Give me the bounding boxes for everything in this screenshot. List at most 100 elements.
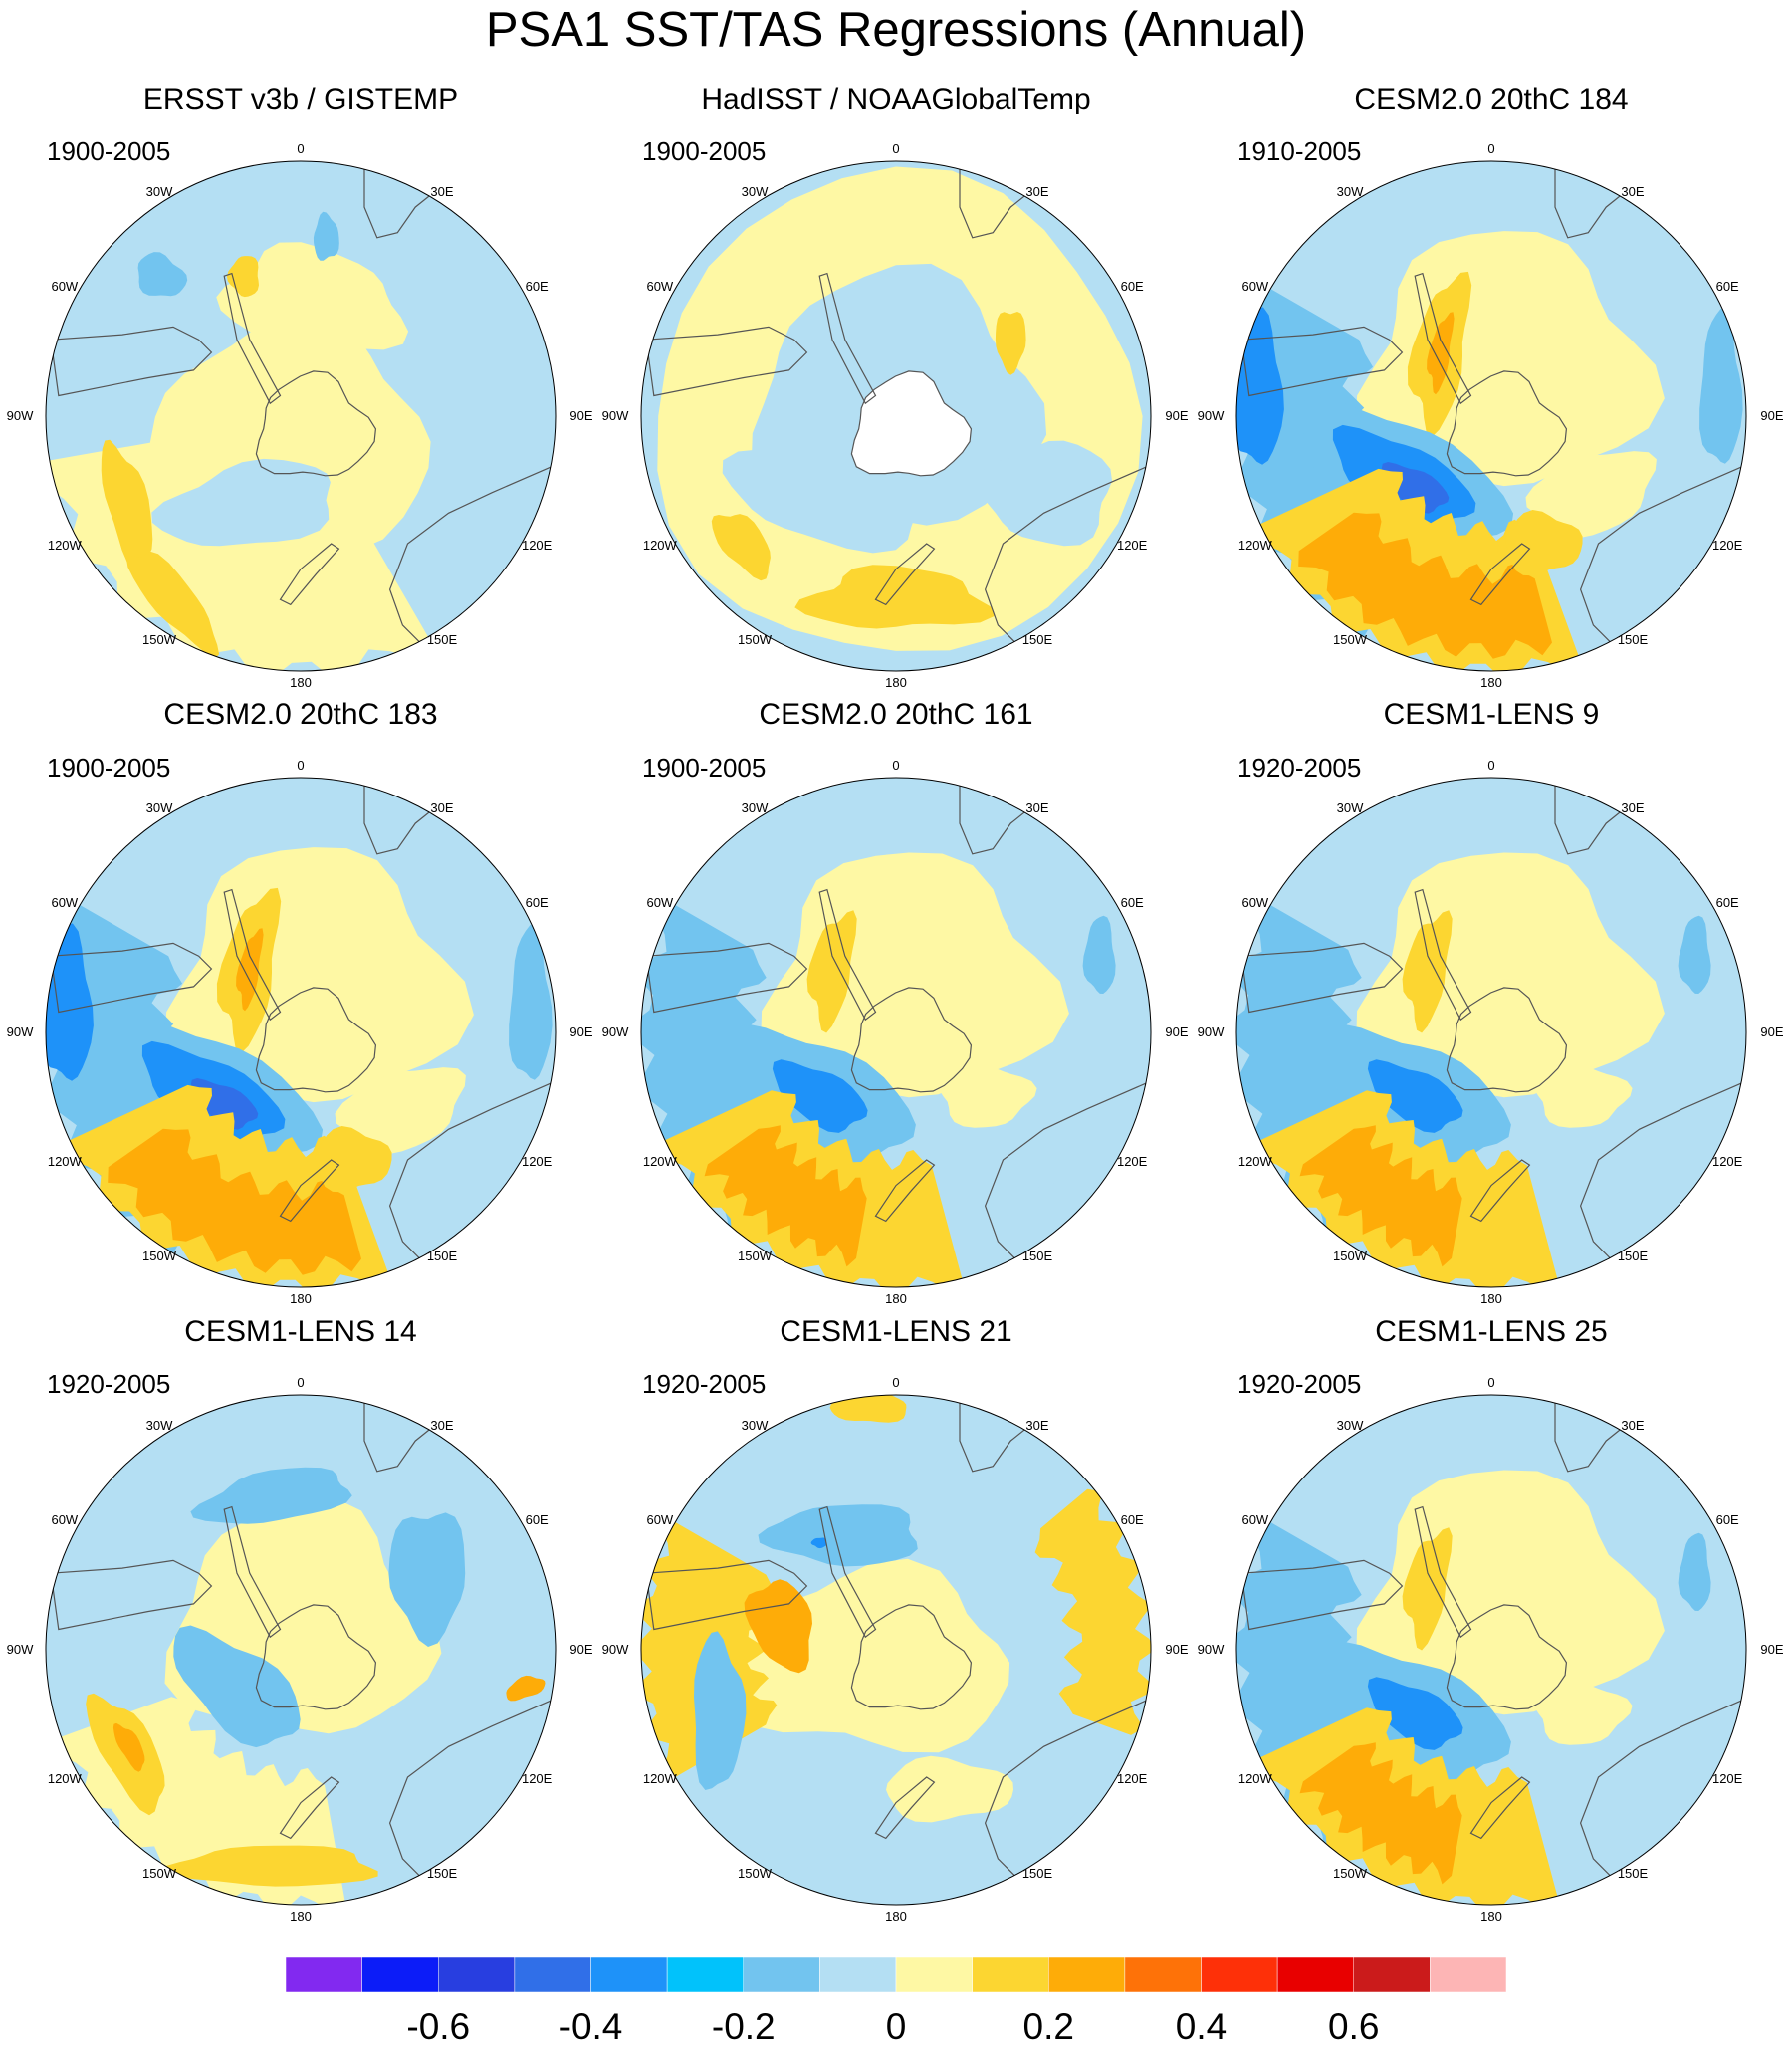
longitude-label: 60W — [646, 279, 674, 294]
contour-region — [806, 910, 857, 1033]
longitude-label: 90W — [6, 1024, 34, 1039]
panel-title: CESM1-LENS 14 — [184, 1315, 417, 1348]
longitude-label: 120W — [1237, 1154, 1272, 1169]
longitude-label: 90W — [6, 408, 34, 423]
colorbar-tick-label: 0.6 — [1328, 2006, 1380, 2047]
panel-title: CESM1-LENS 21 — [780, 1315, 1012, 1348]
longitude-label: 120E — [1116, 538, 1148, 553]
contour-region — [1545, 1696, 1700, 1807]
longitude-label: 30E — [1025, 799, 1049, 815]
longitude-label: 30E — [1025, 1417, 1049, 1433]
longitude-label: 0 — [892, 1375, 900, 1390]
longitude-label: 150E — [1021, 1866, 1053, 1882]
panel-period: 1910-2005 — [1237, 136, 1362, 166]
longitude-label: 0 — [297, 1375, 305, 1390]
map-border — [45, 160, 557, 672]
contour-region — [112, 1722, 145, 1772]
contour-region — [950, 1078, 1105, 1190]
coastline — [279, 1776, 340, 1840]
longitude-label: 150E — [426, 632, 458, 648]
coastline — [1414, 888, 1472, 1022]
longitude-label: 120E — [1711, 1154, 1743, 1169]
coastline — [850, 1604, 973, 1710]
panel-period: 1900-2005 — [47, 136, 171, 166]
longitude-label: 30W — [145, 1417, 173, 1433]
contour-region — [159, 1845, 378, 1887]
panel-title: CESM2.0 20thC 184 — [1354, 83, 1629, 115]
contour-region — [761, 852, 1069, 1098]
contour-region — [704, 1125, 867, 1267]
map-border — [1235, 160, 1747, 672]
longitude-label: 30W — [741, 183, 769, 199]
panel-title: ERSST v3b / GISTEMP — [142, 83, 459, 115]
longitude-label: 60W — [51, 279, 79, 294]
longitude-label: 60E — [525, 895, 549, 910]
longitude-label: 90E — [569, 1024, 593, 1039]
longitude-label: 30W — [1336, 1417, 1364, 1433]
polar-map — [640, 777, 1152, 1288]
panel-title: HadISST / NOAAGlobalTemp — [701, 83, 1091, 115]
longitude-label: 150W — [738, 1249, 772, 1264]
contour-region — [744, 1579, 812, 1674]
longitude-label: 60E — [1120, 1512, 1144, 1527]
longitude-label: 60E — [1120, 895, 1144, 910]
longitude-label: 90E — [1165, 1642, 1189, 1657]
contour-region — [758, 1504, 918, 1567]
contour-region — [1427, 312, 1455, 395]
contour-region — [1505, 510, 1583, 576]
contour-region — [1298, 512, 1552, 659]
longitude-label: 120W — [642, 1154, 677, 1169]
polar-map — [640, 1394, 1152, 1906]
longitude-label: 150E — [1617, 1866, 1649, 1882]
panel-period: 1900-2005 — [642, 136, 767, 166]
longitude-label: 90W — [601, 1024, 629, 1039]
longitude-label: 180 — [885, 675, 907, 690]
longitude-label: 30W — [1336, 183, 1364, 199]
longitude-label: 150W — [1333, 1866, 1367, 1882]
coastline — [1414, 1505, 1472, 1639]
coastline — [850, 987, 973, 1093]
contour-region — [315, 1126, 392, 1193]
longitude-label: 60W — [51, 895, 79, 910]
map-border — [640, 777, 1152, 1288]
longitude-label: 60W — [646, 1512, 674, 1527]
longitude-label: 180 — [1480, 675, 1502, 690]
contour-region — [1525, 451, 1657, 539]
contour-region — [1356, 852, 1665, 1098]
longitude-label: 150W — [142, 632, 176, 648]
longitude-label: 30E — [1621, 1417, 1645, 1433]
longitude-label: 30E — [1025, 183, 1049, 199]
colorbar-swatch — [972, 1957, 1049, 1992]
coastline — [874, 543, 936, 606]
coastline — [1240, 942, 1404, 1014]
panel-period: 1900-2005 — [642, 753, 767, 783]
longitude-label: 30E — [430, 799, 454, 815]
contour-region — [151, 458, 331, 547]
contour-region — [1402, 910, 1453, 1033]
contour-region — [1367, 1677, 1463, 1750]
longitude-label: 120E — [521, 1771, 553, 1786]
longitude-label: 120W — [642, 538, 677, 553]
longitude-label: 60W — [1241, 1512, 1269, 1527]
contour-region — [1299, 1125, 1462, 1267]
polar-map — [45, 1394, 557, 1906]
longitude-label: 150E — [1617, 1249, 1649, 1264]
coastline — [50, 326, 213, 397]
longitude-label: 0 — [1487, 758, 1495, 773]
map-border — [1235, 1394, 1747, 1906]
longitude-label: 150W — [738, 1866, 772, 1882]
contour-region — [335, 1067, 466, 1155]
colorbar-swatch — [1201, 1957, 1278, 1992]
coastline — [50, 942, 213, 1014]
longitude-label: 90E — [1165, 1024, 1189, 1039]
colorbar-swatch — [286, 1957, 362, 1992]
contour-region — [101, 439, 153, 571]
longitude-label: 90W — [1197, 408, 1225, 423]
contour-region — [1533, 1065, 1633, 1128]
longitude-label: 90E — [569, 1642, 593, 1657]
colorbar-swatch — [1430, 1957, 1506, 1992]
longitude-label: 120E — [521, 1154, 553, 1169]
contour-region — [108, 1128, 361, 1275]
contour-region — [1082, 915, 1116, 994]
contour-region — [1367, 1059, 1463, 1133]
